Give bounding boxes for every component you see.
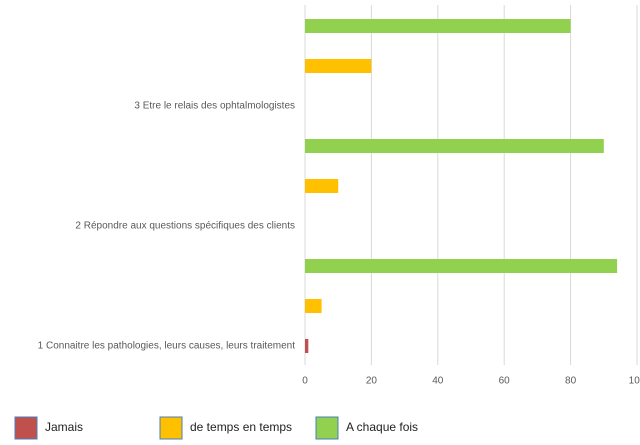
x-tick-label: 80 <box>565 376 577 387</box>
legend-swatch <box>159 416 183 440</box>
x-tick-label: 0 <box>302 376 308 387</box>
bar <box>305 19 571 33</box>
bar <box>305 139 604 153</box>
y-tick-label: 2 Répondre aux questions spécifiques des… <box>75 221 295 232</box>
legend-swatch <box>14 416 38 440</box>
x-tick-label: 100 <box>629 376 640 387</box>
x-tick-label: 60 <box>499 376 511 387</box>
bar <box>305 259 618 273</box>
y-tick-label: 1 Connaitre les pathologies, leurs cause… <box>38 341 296 352</box>
legend-label: de temps en temps <box>190 420 292 434</box>
x-tick-label: 40 <box>432 376 444 387</box>
legend-label: A chaque fois <box>346 420 418 434</box>
bar <box>305 339 309 353</box>
bar <box>305 59 372 73</box>
legend-swatch <box>315 416 339 440</box>
bar <box>305 299 322 313</box>
bar <box>305 179 339 193</box>
legend-label: Jamais <box>45 420 83 434</box>
x-tick-label: 20 <box>366 376 378 387</box>
y-tick-label: 3 Etre le relais des ophtalmologistes <box>134 101 295 112</box>
